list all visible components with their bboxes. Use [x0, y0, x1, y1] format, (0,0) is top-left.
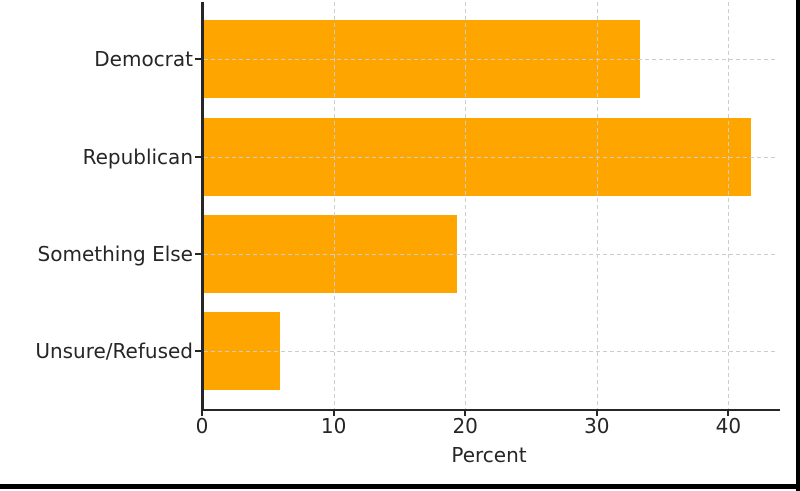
y-tick-mark-democrat — [195, 58, 201, 61]
gridline-vertical-30 — [596, 2, 598, 409]
x-tick-mark-10 — [332, 411, 335, 416]
x-tick-label-20: 20 — [452, 414, 478, 438]
screen-edge-right — [796, 0, 800, 491]
gridline-horizontal-unsure-refused — [203, 351, 776, 353]
gridline-horizontal-democrat — [203, 59, 776, 61]
x-tick-label-30: 30 — [584, 414, 610, 438]
gridline-vertical-10 — [333, 2, 335, 409]
gridline-horizontal-republican — [203, 156, 776, 158]
gridline-vertical-40 — [728, 2, 730, 409]
x-tick-label-10: 10 — [320, 414, 347, 438]
x-axis-label: Percent — [451, 443, 527, 467]
gridline-horizontal-something-else — [203, 253, 776, 255]
x-tick-mark-20 — [464, 411, 467, 416]
screen-edge-bottom — [0, 484, 800, 489]
x-tick-label-0: 0 — [195, 414, 209, 438]
gridline-vertical-20 — [465, 2, 467, 409]
y-tick-label-unsure-refused: Unsure/Refused — [35, 339, 193, 364]
y-tick-label-republican: Republican — [82, 144, 193, 169]
x-tick-mark-0 — [201, 411, 203, 416]
y-tick-label-democrat: Democrat — [94, 47, 193, 72]
x-tick-label-40: 40 — [715, 414, 742, 438]
y-tick-mark-something-else — [195, 252, 201, 255]
x-tick-mark-40 — [727, 411, 730, 416]
y-axis-spine — [201, 2, 204, 411]
y-tick-mark-republican — [195, 155, 201, 158]
x-axis-spine — [201, 408, 780, 411]
x-tick-mark-30 — [595, 411, 598, 416]
y-tick-label-something-else: Something Else — [37, 241, 193, 266]
y-tick-mark-unsure-refused — [195, 350, 201, 353]
